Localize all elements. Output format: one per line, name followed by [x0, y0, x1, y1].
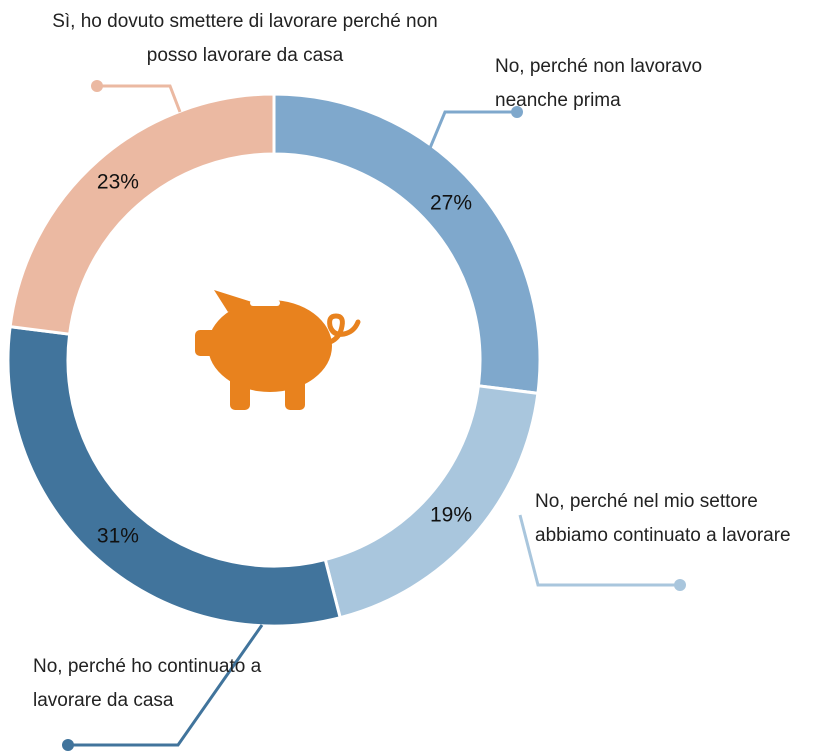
category-label: No, perché nel mio settore abbiamo conti…	[535, 491, 791, 546]
leader-dot	[511, 106, 523, 118]
donut-segment	[6, 324, 342, 628]
donut-segment	[323, 384, 540, 620]
piggy-icon	[195, 290, 361, 410]
leader-line	[68, 624, 264, 747]
value-label: 27%	[430, 191, 472, 214]
value-label: 31%	[97, 525, 139, 548]
leader-dot	[674, 579, 686, 591]
leader-line	[428, 110, 517, 149]
category-label: No, perché ho continuato a lavorare da c…	[33, 656, 262, 711]
donut-segment	[8, 92, 276, 336]
value-label: 23%	[97, 171, 139, 194]
leader-dot	[91, 80, 103, 92]
category-label: No, perché non lavoravo neanche prima	[495, 56, 703, 111]
category-label: Sì, ho dovuto smettere di lavorare perch…	[52, 11, 438, 66]
value-label: 19%	[430, 504, 472, 527]
leader-line	[518, 514, 680, 587]
leader-line	[97, 84, 182, 113]
leader-dot	[62, 739, 74, 751]
